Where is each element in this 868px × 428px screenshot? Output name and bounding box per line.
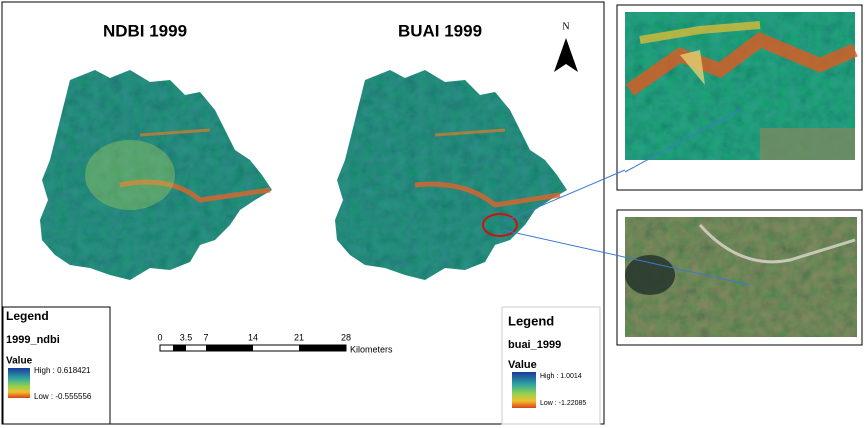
legend-high: High : 1.0014	[540, 373, 582, 380]
scale-label: 0	[157, 332, 162, 342]
north-label: N	[562, 21, 569, 32]
legend-low: Low : -0.555556	[34, 392, 92, 401]
scale-label: 14	[248, 332, 258, 342]
legend-heading: Legend	[6, 309, 49, 323]
legend-heading: Legend	[508, 313, 554, 328]
north-arrow	[554, 38, 578, 72]
legend-layer: buai_1999	[508, 339, 561, 351]
legend-high: High : 0.618421	[34, 366, 91, 375]
map-title: NDBI 1999	[103, 21, 187, 40]
legend: Legend buai_1999 Value High : 1.0014 Low…	[502, 307, 600, 424]
inset-satellite	[617, 210, 862, 345]
scale-label: 3.5	[180, 332, 193, 342]
inset-ndbi-zoom	[617, 5, 862, 190]
legend-field: Value	[508, 359, 537, 371]
scale-bar: 0 3.5 7 14 21 28 Kilometers	[157, 332, 393, 354]
scale-label: 28	[341, 332, 351, 342]
scale-unit: Kilometers	[350, 344, 393, 354]
map-title: BUAI 1999	[398, 21, 482, 40]
scale-label: 21	[294, 332, 304, 342]
ndbi-map	[40, 70, 272, 280]
buai-map	[335, 70, 567, 280]
legend-low: Low : -1.22085	[540, 400, 586, 407]
scale-label: 7	[203, 332, 208, 342]
legend-layer: 1999_ndbi	[6, 334, 60, 346]
legend: Legend 1999_ndbi Value High : 0.618421 L…	[3, 307, 110, 424]
figure: NDBI 1999 BUAI 1999 N Legend 1999_ndbi V…	[0, 0, 868, 428]
legend-field: Value	[6, 356, 33, 367]
